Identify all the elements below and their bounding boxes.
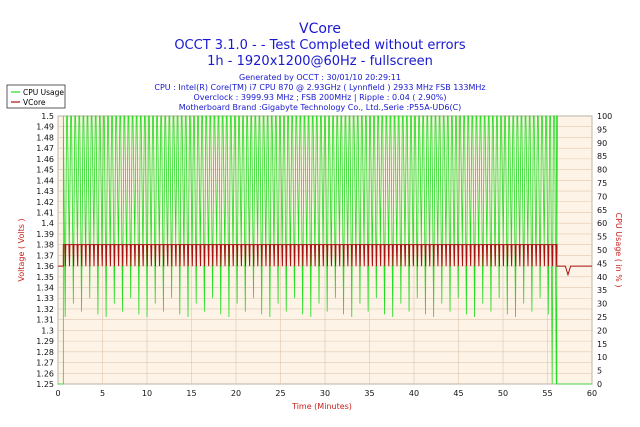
y-left-tick-label: 1.37 <box>36 251 54 260</box>
y-right-tick-label: 25 <box>597 313 607 322</box>
y-left-tick-label: 1.41 <box>36 208 54 217</box>
y-left-tick-label: 1.47 <box>36 144 54 153</box>
y-left-tick-label: 1.35 <box>36 273 54 282</box>
x-tick-label: 15 <box>186 389 196 398</box>
y-right-tick-label: 70 <box>597 192 607 201</box>
legend: CPU Usage VCore <box>6 84 66 109</box>
y-right-tick-label: 85 <box>597 152 607 161</box>
y-left-tick-label: 1.43 <box>36 187 54 196</box>
y-left-tick-label: 1.42 <box>36 198 54 207</box>
x-tick-label: 45 <box>453 389 463 398</box>
y-axis-label-left: Voltage ( Volts ) <box>17 218 26 281</box>
y-left-tick-label: 1.27 <box>36 359 54 368</box>
x-tick-label: 60 <box>587 389 597 398</box>
tick-layer: 1.51.491.481.471.461.451.441.431.421.411… <box>36 112 612 398</box>
y-right-tick-label: 35 <box>597 286 607 295</box>
y-right-tick-label: 10 <box>597 353 607 362</box>
chart-title: VCore <box>299 21 341 37</box>
y-left-tick-label: 1.39 <box>36 230 54 239</box>
y-right-tick-label: 30 <box>597 300 607 309</box>
legend-label-vcore: VCore <box>23 98 46 107</box>
y-left-tick-label: 1.34 <box>36 284 54 293</box>
y-right-tick-label: 65 <box>597 206 607 215</box>
y-left-tick-label: 1.26 <box>36 369 54 378</box>
y-right-tick-label: 45 <box>597 259 607 268</box>
x-tick-label: 25 <box>275 389 285 398</box>
y-left-tick-label: 1.49 <box>36 123 54 132</box>
y-left-tick-label: 1.31 <box>36 316 54 325</box>
y-left-tick-label: 1.3 <box>41 326 54 335</box>
y-right-tick-label: 75 <box>597 179 607 188</box>
y-left-tick-label: 1.4 <box>41 219 54 228</box>
y-left-tick-label: 1.44 <box>36 176 54 185</box>
y-right-tick-label: 90 <box>597 139 607 148</box>
series-cpu-usage-line <box>58 115 592 385</box>
legend-box <box>6 84 66 109</box>
info-line-4: Motherboard Brand :Gigabyte Technology C… <box>179 103 462 112</box>
y-right-tick-label: 5 <box>597 367 602 376</box>
legend-label-cpu-usage: CPU Usage <box>23 88 64 97</box>
x-tick-label: 5 <box>100 389 105 398</box>
chart-subtitle-2: 1h - 1920x1200@60Hz - fullscreen <box>207 54 433 69</box>
x-tick-label: 30 <box>320 389 330 398</box>
y-right-tick-label: 100 <box>597 112 612 121</box>
y-left-tick-label: 1.38 <box>36 241 54 250</box>
series-layer <box>58 115 592 385</box>
x-tick-label: 0 <box>55 389 60 398</box>
y-right-tick-label: 60 <box>597 219 607 228</box>
info-line-1: Generated by OCCT : 30/01/10 20:29:11 <box>239 73 401 82</box>
x-tick-label: 50 <box>498 389 508 398</box>
y-right-tick-label: 20 <box>597 326 607 335</box>
y-right-tick-label: 40 <box>597 273 607 282</box>
y-right-tick-label: 95 <box>597 125 607 134</box>
info-line-3: Overclock : 3999.93 MHz ; FSB 200MHz | R… <box>193 93 446 102</box>
chart-subtitle-1: OCCT 3.1.0 - - Test Completed without er… <box>174 38 466 53</box>
y-right-tick-label: 80 <box>597 166 607 175</box>
y-left-tick-label: 1.32 <box>36 305 54 314</box>
y-left-tick-label: 1.29 <box>36 337 54 346</box>
y-right-tick-label: 15 <box>597 340 607 349</box>
x-tick-label: 20 <box>231 389 241 398</box>
y-left-tick-label: 1.33 <box>36 294 54 303</box>
y-left-tick-label: 1.5 <box>41 112 54 121</box>
y-left-tick-label: 1.28 <box>36 348 54 357</box>
y-right-tick-label: 0 <box>597 380 602 389</box>
y-axis-label-right: CPU Usage ( in % ) <box>614 212 623 287</box>
y-left-tick-label: 1.25 <box>36 380 54 389</box>
x-tick-label: 55 <box>542 389 552 398</box>
y-left-tick-label: 1.45 <box>36 166 54 175</box>
y-left-tick-label: 1.48 <box>36 133 54 142</box>
series-vcore-line <box>58 244 592 277</box>
y-left-tick-label: 1.36 <box>36 262 54 271</box>
y-right-tick-label: 50 <box>597 246 607 255</box>
info-line-2: CPU : Intel(R) Core(TM) i7 CPU 870 @ 2.9… <box>154 83 485 92</box>
y-left-tick-label: 1.46 <box>36 155 54 164</box>
x-tick-label: 10 <box>142 389 152 398</box>
x-axis-label: Time (Minutes) <box>291 402 352 411</box>
y-right-tick-label: 55 <box>597 233 607 242</box>
x-tick-label: 40 <box>409 389 419 398</box>
x-tick-label: 35 <box>364 389 374 398</box>
